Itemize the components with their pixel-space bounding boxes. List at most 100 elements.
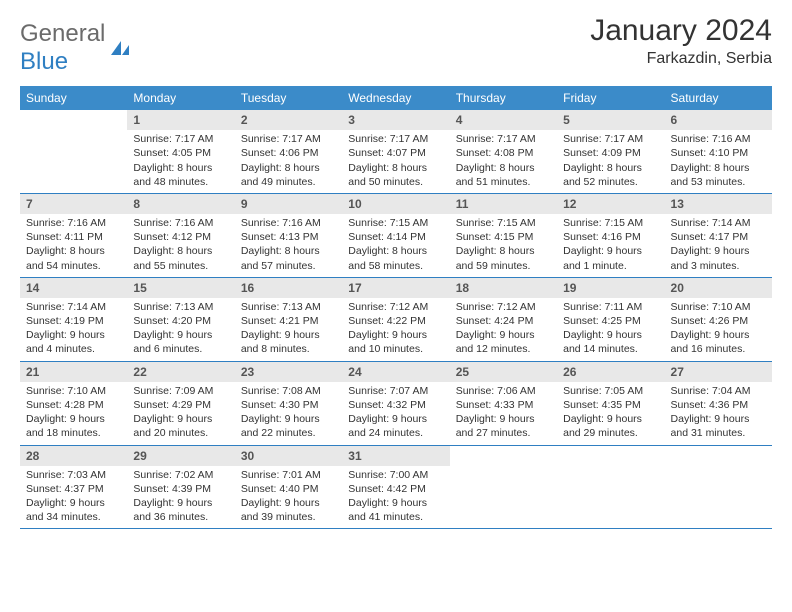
sunrise-text: Sunrise: 7:00 AM: [348, 468, 443, 482]
week-row: 7Sunrise: 7:16 AMSunset: 4:11 PMDaylight…: [20, 194, 772, 278]
day-number: 15: [127, 278, 234, 298]
day-cell: 30Sunrise: 7:01 AMSunset: 4:40 PMDayligh…: [235, 446, 342, 529]
sunset-text: Sunset: 4:42 PM: [348, 482, 443, 496]
day-body: Sunrise: 7:08 AMSunset: 4:30 PMDaylight:…: [235, 382, 342, 445]
sunset-text: Sunset: 4:32 PM: [348, 398, 443, 412]
weekday-header: Thursday: [450, 86, 557, 110]
day-number: 26: [557, 362, 664, 382]
sunrise-text: Sunrise: 7:16 AM: [241, 216, 336, 230]
day-body: Sunrise: 7:14 AMSunset: 4:19 PMDaylight:…: [20, 298, 127, 361]
sunset-text: Sunset: 4:07 PM: [348, 146, 443, 160]
day-number: 16: [235, 278, 342, 298]
weekday-header: Monday: [127, 86, 234, 110]
daylight-text: Daylight: 9 hours and 18 minutes.: [26, 412, 121, 440]
weekday-header-row: Sunday Monday Tuesday Wednesday Thursday…: [20, 86, 772, 110]
sunset-text: Sunset: 4:11 PM: [26, 230, 121, 244]
day-number: 5: [557, 110, 664, 130]
day-cell: 9Sunrise: 7:16 AMSunset: 4:13 PMDaylight…: [235, 194, 342, 277]
logo: General Blue: [20, 14, 131, 76]
day-number: 30: [235, 446, 342, 466]
day-cell: 27Sunrise: 7:04 AMSunset: 4:36 PMDayligh…: [665, 362, 772, 445]
day-number: 11: [450, 194, 557, 214]
day-cell: 26Sunrise: 7:05 AMSunset: 4:35 PMDayligh…: [557, 362, 664, 445]
day-number: 9: [235, 194, 342, 214]
day-number: 28: [20, 446, 127, 466]
daylight-text: Daylight: 9 hours and 12 minutes.: [456, 328, 551, 356]
logo-sail-icon: [109, 39, 131, 57]
day-cell: 5Sunrise: 7:17 AMSunset: 4:09 PMDaylight…: [557, 110, 664, 193]
day-body: Sunrise: 7:16 AMSunset: 4:10 PMDaylight:…: [665, 130, 772, 193]
sunset-text: Sunset: 4:35 PM: [563, 398, 658, 412]
day-cell: 21Sunrise: 7:10 AMSunset: 4:28 PMDayligh…: [20, 362, 127, 445]
day-body: Sunrise: 7:03 AMSunset: 4:37 PMDaylight:…: [20, 466, 127, 529]
daylight-text: Daylight: 9 hours and 8 minutes.: [241, 328, 336, 356]
day-number: 25: [450, 362, 557, 382]
weekday-header: Friday: [557, 86, 664, 110]
sunrise-text: Sunrise: 7:15 AM: [348, 216, 443, 230]
sunrise-text: Sunrise: 7:07 AM: [348, 384, 443, 398]
sunrise-text: Sunrise: 7:12 AM: [348, 300, 443, 314]
day-number: 13: [665, 194, 772, 214]
day-body: Sunrise: 7:13 AMSunset: 4:20 PMDaylight:…: [127, 298, 234, 361]
day-number: 22: [127, 362, 234, 382]
day-body: Sunrise: 7:07 AMSunset: 4:32 PMDaylight:…: [342, 382, 449, 445]
day-number: 24: [342, 362, 449, 382]
day-number: 12: [557, 194, 664, 214]
day-body: Sunrise: 7:16 AMSunset: 4:12 PMDaylight:…: [127, 214, 234, 277]
location: Farkazdin, Serbia: [590, 50, 772, 68]
sunset-text: Sunset: 4:40 PM: [241, 482, 336, 496]
day-body: Sunrise: 7:16 AMSunset: 4:11 PMDaylight:…: [20, 214, 127, 277]
day-number: 4: [450, 110, 557, 130]
sunset-text: Sunset: 4:16 PM: [563, 230, 658, 244]
day-cell: 11Sunrise: 7:15 AMSunset: 4:15 PMDayligh…: [450, 194, 557, 277]
day-cell: 10Sunrise: 7:15 AMSunset: 4:14 PMDayligh…: [342, 194, 449, 277]
daylight-text: Daylight: 8 hours and 48 minutes.: [133, 161, 228, 189]
day-body: Sunrise: 7:12 AMSunset: 4:22 PMDaylight:…: [342, 298, 449, 361]
sunset-text: Sunset: 4:08 PM: [456, 146, 551, 160]
sunrise-text: Sunrise: 7:09 AM: [133, 384, 228, 398]
day-body: Sunrise: 7:10 AMSunset: 4:26 PMDaylight:…: [665, 298, 772, 361]
day-number: 27: [665, 362, 772, 382]
day-number: 1: [127, 110, 234, 130]
sunset-text: Sunset: 4:28 PM: [26, 398, 121, 412]
daylight-text: Daylight: 9 hours and 27 minutes.: [456, 412, 551, 440]
sunrise-text: Sunrise: 7:17 AM: [348, 132, 443, 146]
sunset-text: Sunset: 4:06 PM: [241, 146, 336, 160]
sunrise-text: Sunrise: 7:14 AM: [671, 216, 766, 230]
weeks-container: 1Sunrise: 7:17 AMSunset: 4:05 PMDaylight…: [20, 110, 772, 529]
day-number: 21: [20, 362, 127, 382]
sunset-text: Sunset: 4:10 PM: [671, 146, 766, 160]
day-body: Sunrise: 7:15 AMSunset: 4:14 PMDaylight:…: [342, 214, 449, 277]
sunrise-text: Sunrise: 7:04 AM: [671, 384, 766, 398]
sunrise-text: Sunrise: 7:10 AM: [671, 300, 766, 314]
day-body: Sunrise: 7:10 AMSunset: 4:28 PMDaylight:…: [20, 382, 127, 445]
day-body: Sunrise: 7:00 AMSunset: 4:42 PMDaylight:…: [342, 466, 449, 529]
sunset-text: Sunset: 4:13 PM: [241, 230, 336, 244]
daylight-text: Daylight: 8 hours and 58 minutes.: [348, 244, 443, 272]
sunset-text: Sunset: 4:24 PM: [456, 314, 551, 328]
sunrise-text: Sunrise: 7:06 AM: [456, 384, 551, 398]
weekday-header: Tuesday: [235, 86, 342, 110]
sunrise-text: Sunrise: 7:16 AM: [26, 216, 121, 230]
sunrise-text: Sunrise: 7:10 AM: [26, 384, 121, 398]
day-body: Sunrise: 7:15 AMSunset: 4:15 PMDaylight:…: [450, 214, 557, 277]
daylight-text: Daylight: 9 hours and 16 minutes.: [671, 328, 766, 356]
sunset-text: Sunset: 4:21 PM: [241, 314, 336, 328]
day-body: Sunrise: 7:15 AMSunset: 4:16 PMDaylight:…: [557, 214, 664, 277]
sunrise-text: Sunrise: 7:08 AM: [241, 384, 336, 398]
sunset-text: Sunset: 4:33 PM: [456, 398, 551, 412]
day-cell: 17Sunrise: 7:12 AMSunset: 4:22 PMDayligh…: [342, 278, 449, 361]
day-body: Sunrise: 7:16 AMSunset: 4:13 PMDaylight:…: [235, 214, 342, 277]
day-body: Sunrise: 7:12 AMSunset: 4:24 PMDaylight:…: [450, 298, 557, 361]
day-number: 14: [20, 278, 127, 298]
day-body: Sunrise: 7:11 AMSunset: 4:25 PMDaylight:…: [557, 298, 664, 361]
day-cell: 18Sunrise: 7:12 AMSunset: 4:24 PMDayligh…: [450, 278, 557, 361]
day-body: Sunrise: 7:04 AMSunset: 4:36 PMDaylight:…: [665, 382, 772, 445]
header: General Blue January 2024 Farkazdin, Ser…: [20, 14, 772, 76]
day-body: Sunrise: 7:17 AMSunset: 4:06 PMDaylight:…: [235, 130, 342, 193]
daylight-text: Daylight: 9 hours and 24 minutes.: [348, 412, 443, 440]
sunrise-text: Sunrise: 7:16 AM: [133, 216, 228, 230]
daylight-text: Daylight: 8 hours and 52 minutes.: [563, 161, 658, 189]
week-row: 28Sunrise: 7:03 AMSunset: 4:37 PMDayligh…: [20, 446, 772, 530]
daylight-text: Daylight: 9 hours and 10 minutes.: [348, 328, 443, 356]
